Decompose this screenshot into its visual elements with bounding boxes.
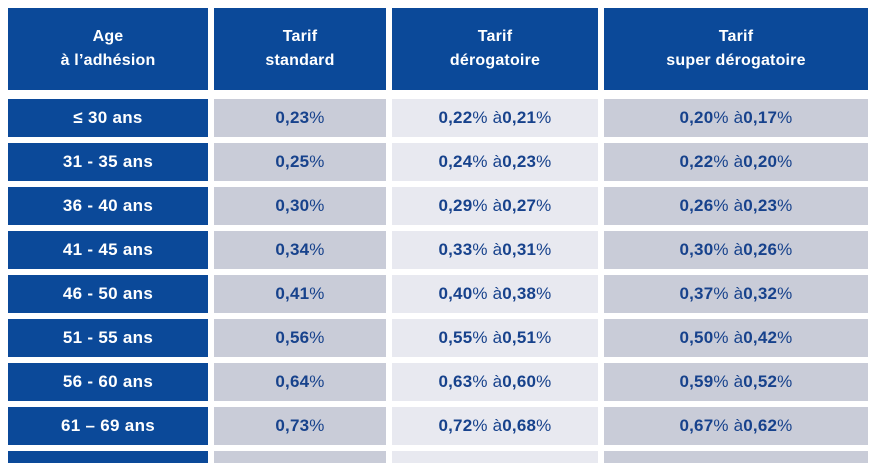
age-cell: 41 - 45 ans — [8, 231, 208, 269]
derogatoire-value-cell: 0,72% à 0,68% — [392, 407, 598, 445]
super-derogatoire-value-cell: 0,59% à 0,52% — [604, 363, 868, 401]
super-derogatoire-value-cell — [604, 451, 868, 463]
derogatoire-value-cell: 0,29% à 0,27% — [392, 187, 598, 225]
table-header-row: Age à l’adhésion Tarif standard Tarif dé… — [8, 8, 870, 90]
super-derogatoire-value-cell: 0,26% à 0,23% — [604, 187, 868, 225]
table-row: 61 – 69 ans 0,73% 0,72% à 0,68% 0,67% à 0,6… — [8, 407, 870, 445]
table-row: 56 - 60 ans 0,64% 0,63% à 0,60% 0,59% à 0,5… — [8, 363, 870, 401]
standard-value-cell: 0,64% — [214, 363, 386, 401]
super-derogatoire-value-cell: 0,67% à 0,62% — [604, 407, 868, 445]
table-body: ≤ 30 ans 0,23% 0,22% à 0,21% 0,20% à 0,17% 3… — [8, 99, 870, 445]
header-cell-tarif-standard: Tarif standard — [214, 8, 386, 90]
super-derogatoire-value-cell: 0,50% à 0,42% — [604, 319, 868, 357]
standard-value-cell: 0,56% — [214, 319, 386, 357]
age-cell: 51 - 55 ans — [8, 319, 208, 357]
super-derogatoire-value-cell: 0,30% à 0,26% — [604, 231, 868, 269]
standard-value-cell — [214, 451, 386, 463]
derogatoire-value-cell — [392, 451, 598, 463]
derogatoire-value-cell: 0,55% à 0,51% — [392, 319, 598, 357]
partial-table-row — [8, 451, 870, 463]
standard-value-cell: 0,73% — [214, 407, 386, 445]
super-derogatoire-value-cell: 0,20% à 0,17% — [604, 99, 868, 137]
standard-value-cell: 0,23% — [214, 99, 386, 137]
age-cell: 46 - 50 ans — [8, 275, 208, 313]
standard-value-cell: 0,41% — [214, 275, 386, 313]
derogatoire-value-cell: 0,33% à 0,31% — [392, 231, 598, 269]
super-derogatoire-value-cell: 0,37% à 0,32% — [604, 275, 868, 313]
super-derogatoire-value-cell: 0,22% à 0,20% — [604, 143, 868, 181]
standard-value-cell: 0,25% — [214, 143, 386, 181]
table-row: 41 - 45 ans 0,34% 0,33% à 0,31% 0,30% à 0,2… — [8, 231, 870, 269]
age-cell: 61 – 69 ans — [8, 407, 208, 445]
derogatoire-value-cell: 0,22% à 0,21% — [392, 99, 598, 137]
standard-value-cell: 0,30% — [214, 187, 386, 225]
table-row: 51 - 55 ans 0,56% 0,55% à 0,51% 0,50% à 0,4… — [8, 319, 870, 357]
age-cell: 31 - 35 ans — [8, 143, 208, 181]
header-cell-tarif-super-derogatoire: Tarif super dérogatoire — [604, 8, 868, 90]
age-cell — [8, 451, 208, 463]
derogatoire-value-cell: 0,24% à 0,23% — [392, 143, 598, 181]
table-row: 31 - 35 ans 0,25% 0,24% à 0,23% 0,22% à 0,2… — [8, 143, 870, 181]
header-cell-tarif-derogatoire: Tarif dérogatoire — [392, 8, 598, 90]
derogatoire-value-cell: 0,40% à 0,38% — [392, 275, 598, 313]
age-cell: ≤ 30 ans — [8, 99, 208, 137]
header-cell-age: Age à l’adhésion — [8, 8, 208, 90]
derogatoire-value-cell: 0,63% à 0,60% — [392, 363, 598, 401]
age-cell: 36 - 40 ans — [8, 187, 208, 225]
table-row: ≤ 30 ans 0,23% 0,22% à 0,21% 0,20% à 0,17% — [8, 99, 870, 137]
table-row: 46 - 50 ans 0,41% 0,40% à 0,38% 0,37% à 0,3… — [8, 275, 870, 313]
table-row: 36 - 40 ans 0,30% 0,29% à 0,27% 0,26% à 0,2… — [8, 187, 870, 225]
standard-value-cell: 0,34% — [214, 231, 386, 269]
age-cell: 56 - 60 ans — [8, 363, 208, 401]
